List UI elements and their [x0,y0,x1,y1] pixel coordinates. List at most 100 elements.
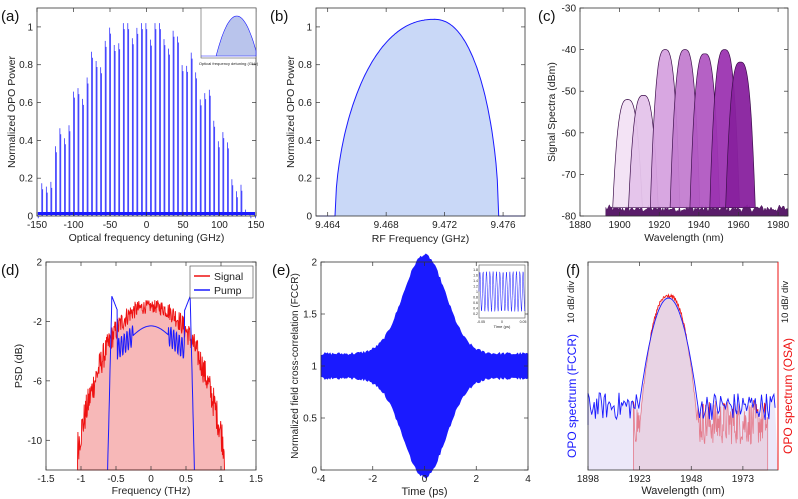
y-tick-label: 0 [311,466,317,477]
x-axis-label: RF Frequency (GHz) [372,233,469,245]
inset-y-tick-label: 1.2 [473,285,478,289]
x-tick-label: 1920 [648,220,671,231]
y-tick-label: -60 [562,128,577,139]
x-tick-label: 50 [177,220,189,231]
y-tick-label: 0.2 [298,174,312,185]
y-tick-label: 1 [27,22,33,33]
inset-envelope [201,15,257,57]
inset-y-tick-label: 0.2 [473,312,478,316]
legend-label-signal: Signal [214,271,243,283]
x-tick-label: -0.5 [107,474,125,485]
inset-y-tick-label: 1.4 [473,279,478,283]
inset-fringes [478,271,526,312]
y-axis-label: PSD (dB) [13,344,25,388]
y-tick-label: 0.6 [298,98,312,109]
inset-x-label: Time (ps) [494,324,511,329]
x-tick-label: 150 [248,220,265,231]
x-tick-label: 1980 [767,220,790,231]
x-tick-label: -150 [27,220,47,231]
y-tick-label: 0.8 [298,60,312,71]
y-tick-label: -70 [562,170,577,181]
y-tick-label: -80 [562,212,577,223]
noise-floor [605,204,789,217]
x-axis-label: Wavelength (nm) [644,232,724,244]
y-tick-label: -2 [33,317,42,328]
rf-spectrum [316,18,525,217]
y-axis-label: Signal Spectra (dBm) [546,62,558,162]
inset-y-tick-label: 1.6 [473,274,478,278]
y-tick-label: -40 [562,45,577,56]
chart-b: 9.464 9.468 9.472 9.476 0 0.2 0.4 0.6 0.8 1 RF Fre… [270,7,526,245]
legend-label-pump: Pump [214,285,242,297]
x-tick-label: 1948 [680,474,703,485]
fccr-fill [588,298,778,470]
inset-x-tick-label: 0 [501,320,503,324]
x-tick-label: 0 [148,474,154,485]
legend-box [189,265,254,299]
y-tick-label: 0.6 [19,98,33,109]
signal-spectrum [725,61,756,209]
panel-label-f: (f) [566,262,580,279]
y-tick-label: 0.5 [303,414,317,425]
x-tick-label: 1960 [727,220,750,231]
pump-trace [107,295,195,471]
x-tick-label: 1898 [577,474,600,485]
y-tick-label: -50 [562,87,577,98]
inset-x-label: Optical frequency detuning (GHz) [199,61,259,66]
y-tick-label: 0 [27,212,33,223]
panel-label-e: (e) [272,262,290,279]
x-tick-label: 100 [211,220,228,231]
y-axis-label: Normalized field cross-correlation (FCCR… [290,273,301,459]
chart-a: -150 -100 -50 0 50 100 150 0 0.2 0.4 0.6 0.8 1 Optica… [1,7,265,244]
x-tick-label: -2 [368,474,377,485]
y-axis-label: Normalized OPO Power [285,55,297,168]
x-tick-label: 0.5 [179,474,193,485]
x-tick-label: -1 [77,474,86,485]
y-tick-label: 0.8 [19,60,33,71]
y-tick-label: 0.4 [298,136,312,147]
x-tick-label: 2 [473,474,479,485]
axes-frame-b [315,7,526,217]
inset-x-tick-label: 0.05 [520,320,527,324]
inset-y-tick-label: 0.8 [473,296,478,300]
fccr-trace [587,297,776,425]
chart-f: 1898 1923 1948 1973 Wavelength (nm) OPO spect… [565,261,795,497]
panel-label-c: (c) [538,8,556,25]
inset-y-tick-label: 1 [476,290,478,294]
x-tick-label: -1.5 [37,474,55,485]
y-axis-label: Normalized OPO Power [6,55,18,168]
x-tick-label: 0 [144,220,150,231]
panel-label-b: (b) [270,8,288,25]
x-tick-label: 0 [422,474,428,485]
x-tick-label: 1880 [569,220,592,231]
inset-y-tick-label: 1.8 [473,268,478,272]
panel-label-d: (d) [1,262,19,279]
x-axis-label: Frequency (THz) [112,485,191,497]
inset-y-tick-label: 0.4 [473,307,478,311]
y-axis-label: OPO spectrum (FCCR) [565,334,579,458]
x-tick-label: 1900 [608,220,631,231]
inset-y-tick-label: 0.6 [473,301,478,305]
y-tick-label: 1.5 [303,310,317,321]
y-tick-label: 0.2 [19,174,33,185]
y-tick-label: -6 [33,376,42,387]
inset-x-tick-label: -0.05 [477,320,485,324]
y-axis-label: 10 dB/ div [566,281,577,323]
y-tick-label: 2 [311,258,317,269]
x-tick-label: 9.464 [315,220,340,231]
x-tick-label: 1.5 [249,474,263,485]
y-tick-label: 1 [311,362,317,373]
axes-frame-c [579,7,789,217]
chart-d: -1.5 -1 -0.5 0 0.5 1 1.5 -10 -6 -2 2 Frequency (THz… [1,258,263,498]
y-axis-label: 10 dB/ div [780,281,791,323]
x-axis-label: Time (ps) [401,486,447,498]
y-tick-label: 0.4 [19,136,33,147]
signal-trace [77,300,225,471]
y-tick-label: -30 [562,4,577,15]
y-tick-label: 0 [306,212,312,223]
chart-c: 1880 1900 1920 1940 1960 1980 -80 -70 -60 -50 -40 -… [538,4,790,245]
x-tick-label: -4 [317,474,326,485]
x-tick-label: 4 [525,474,531,485]
x-axis-label: Optical frequency detuning (GHz) [69,232,225,244]
